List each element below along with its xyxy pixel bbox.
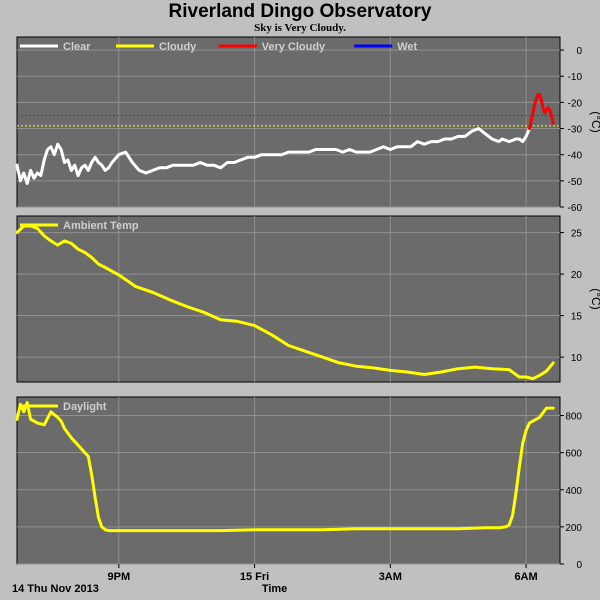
sky-unit-label: (°C)	[589, 111, 600, 132]
sky-ytick-label: -60	[568, 203, 583, 214]
daylight-ytick-label: 800	[565, 412, 582, 423]
daylight-plot-area	[16, 396, 561, 565]
sky-legend-label: Very Cloudy	[262, 41, 326, 53]
daylight-ytick-label: 400	[565, 486, 582, 497]
sky-series-very-cloudy	[528, 93, 555, 130]
ambient-ytick-label: 25	[571, 229, 583, 240]
daylight-ytick-label: 600	[565, 449, 582, 460]
sky-legend-label: Wet	[397, 41, 417, 53]
chart-title: Riverland Dingo Observatory	[168, 1, 432, 22]
sky-legend-label: Cloudy	[159, 41, 197, 53]
sky-plot-area	[16, 36, 561, 208]
sky-ytick-label: -30	[568, 125, 583, 136]
ambient-series-ambient-temp	[15, 224, 555, 381]
daylight-ytick-label: 200	[565, 523, 582, 534]
x-axis-label: Time	[262, 583, 287, 595]
x-tick-label: 6AM	[514, 571, 537, 583]
ambient-unit-label: (°C)	[589, 288, 600, 309]
ambient-ytick-label: 15	[571, 312, 583, 323]
sky-ytick-label: -20	[568, 98, 583, 109]
x-tick-label: 3AM	[379, 571, 402, 583]
daylight-ytick-label: 0	[576, 560, 582, 571]
sky-ytick-label: 0	[576, 46, 582, 57]
daylight-legend-label: Daylight	[63, 401, 107, 413]
ambient-ytick-label: 10	[571, 353, 583, 364]
sky-ytick-label: -40	[568, 151, 583, 162]
ambient-ytick-label: 20	[571, 270, 583, 281]
x-start-label: 14 Thu Nov 2013	[12, 583, 99, 595]
sky-series-clear	[15, 127, 531, 185]
daylight-series-daylight	[15, 401, 555, 533]
sky-ytick-label: -10	[568, 72, 583, 83]
sky-legend-label: Clear	[63, 41, 91, 53]
ambient-plot-area	[16, 215, 561, 383]
x-tick-label: 9PM	[108, 571, 131, 583]
ambient-legend-label: Ambient Temp	[63, 220, 139, 232]
x-tick-label: 15 Fri	[240, 571, 269, 583]
chart-subtitle: Sky is Very Cloudy.	[254, 22, 346, 34]
sky-ytick-label: -50	[568, 177, 583, 188]
